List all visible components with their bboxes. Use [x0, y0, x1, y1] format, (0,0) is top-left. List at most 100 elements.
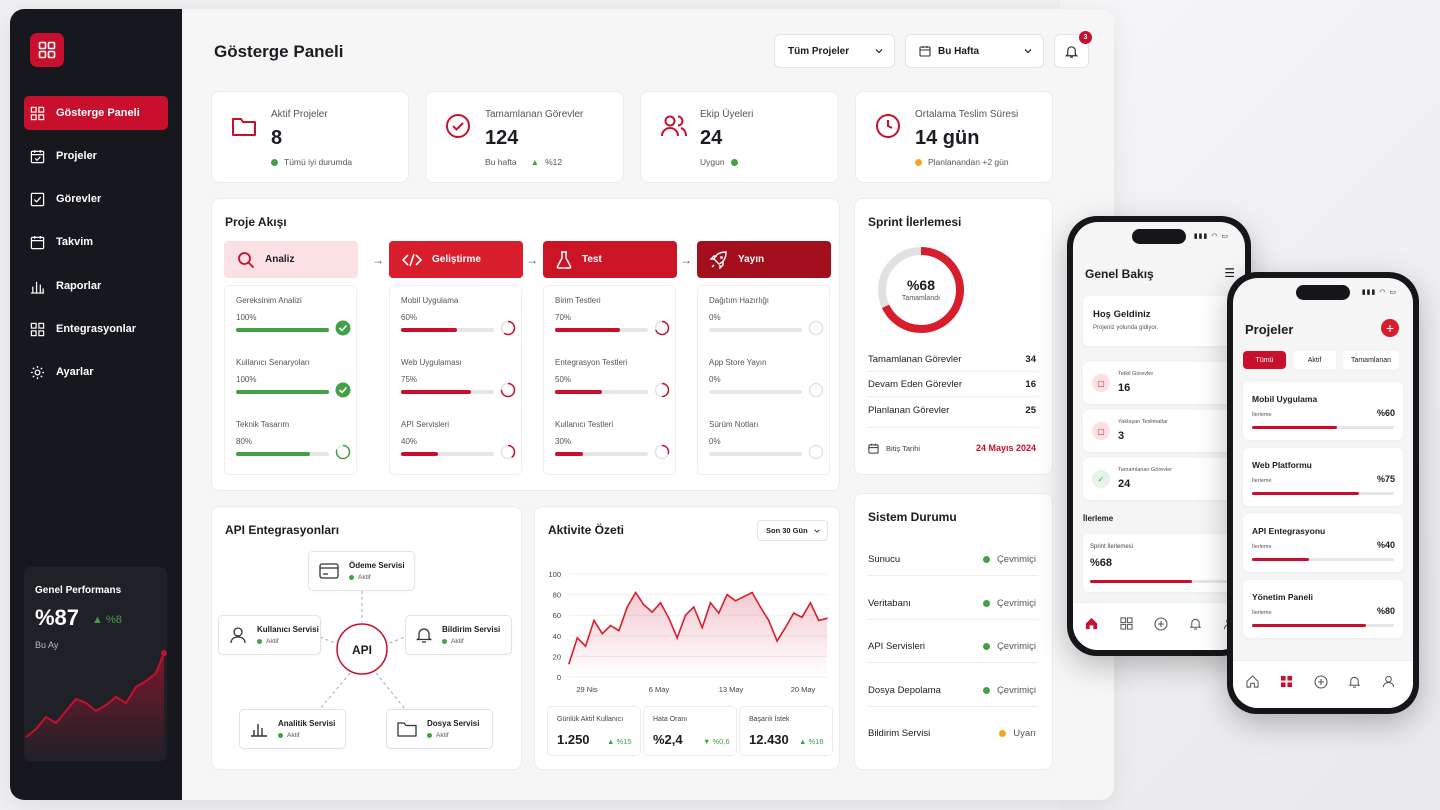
task-name: Gereksinim Analizi: [236, 296, 302, 305]
tab-active[interactable]: Aktif: [1293, 351, 1336, 369]
project-progress-label: İlerleme: [1252, 478, 1272, 484]
task-progress-bar: [709, 452, 802, 456]
activity-card: Aktivite Özeti Son 30 Gün 100 80 60 40 20 0 29…: [534, 506, 840, 770]
project-card[interactable]: API Entegrasyonu İlerleme %40: [1243, 514, 1403, 572]
project-percent: %40: [1376, 540, 1395, 550]
sprint-percent: %68: [906, 277, 936, 293]
sidebar-item-tasks[interactable]: Görevler: [24, 182, 168, 216]
bell-icon[interactable]: [1189, 617, 1202, 630]
task-percent: 30%: [555, 437, 572, 446]
task-item[interactable]: Entegrasyon Testleri 50%: [555, 358, 670, 398]
stage-analysis[interactable]: Analiz: [224, 241, 358, 278]
bar-chart-icon: [30, 281, 45, 294]
tab-completed[interactable]: Tamamlanan: [1343, 351, 1399, 369]
add-circle-icon[interactable]: [1154, 617, 1168, 631]
service-status: Çevrimiçi: [982, 641, 1036, 652]
phone-bottom-nav: [1073, 602, 1245, 650]
task-item[interactable]: API Servisleri 40%: [401, 420, 516, 460]
service-name: Bildirim Servisi: [868, 728, 931, 739]
period-filter-dropdown[interactable]: Bu Hafta: [905, 34, 1044, 68]
project-card[interactable]: Mobil Uygulama İlerleme %60: [1243, 382, 1403, 440]
check-icon: ✓: [1092, 470, 1110, 488]
data-point: [701, 626, 703, 629]
data-point: [767, 619, 770, 622]
task-item[interactable]: Sürüm Notları 0%: [709, 420, 824, 460]
grid-icon[interactable]: [1120, 617, 1133, 630]
menu-icon[interactable]: ☰: [1224, 266, 1235, 280]
phone-stat-card[interactable]: ▢ Yaklaşan Teslimatlar 3: [1083, 410, 1245, 452]
stage-development[interactable]: Geliştirme: [389, 241, 523, 278]
arrow-icon: →: [372, 253, 384, 267]
bell-icon[interactable]: [1348, 675, 1361, 688]
phone-stat-card[interactable]: ▢ Tetkil Görevler 16: [1083, 362, 1245, 404]
sidebar-item-settings[interactable]: Ayarlar: [24, 355, 168, 389]
project-card[interactable]: Web Platformu İlerleme %75: [1243, 448, 1403, 506]
sidebar-item-projects[interactable]: Projeler: [24, 139, 168, 173]
user-icon[interactable]: [1382, 675, 1395, 688]
api-node-file[interactable]: Dosya Servisi Aktif: [386, 709, 493, 749]
task-item[interactable]: Dağıtım Hazırlığı 0%: [709, 296, 824, 336]
calendar-check-icon: [30, 149, 45, 163]
sidebar-item-dashboard[interactable]: Gösterge Paneli: [24, 96, 168, 130]
x-tick-label: 29 Nis: [576, 685, 598, 694]
stage-release[interactable]: Yayın: [697, 241, 831, 278]
add-circle-icon[interactable]: [1314, 675, 1328, 689]
phone-overview-screen: ▮▮▮ ◠ ▭ Genel Bakış ☰ Hoş Geldiniz Proje…: [1073, 222, 1245, 650]
phone-stat-card[interactable]: ✓ Tamamlanan Görevler 24: [1083, 458, 1245, 500]
home-icon[interactable]: [1085, 617, 1098, 630]
grid-icon[interactable]: [1280, 675, 1293, 688]
data-point: [659, 602, 662, 604]
task-item[interactable]: Birim Testleri 70%: [555, 296, 670, 336]
stage-test[interactable]: Test: [543, 241, 677, 278]
api-node-notification[interactable]: Bildirim Servisi Aktif: [405, 615, 512, 655]
project-card[interactable]: Yönetim Paneli İlerleme %80: [1243, 580, 1403, 638]
notifications-button[interactable]: 3: [1054, 31, 1092, 68]
activity-metric-card: Günlük Aktif Kullanıcı 1.250 ▲ %15: [547, 706, 641, 756]
phone-projects: ▮▮▮ ◠ ▭ Projeler + Tümü Aktif Tamamlanan…: [1227, 272, 1419, 714]
task-item[interactable]: Kullanıcı Senaryoları 100%: [236, 358, 351, 398]
sidebar-item-integrations[interactable]: Entegrasyonlar: [24, 312, 168, 346]
project-name: Mobil Uygulama: [1252, 394, 1318, 404]
task-item[interactable]: Mobil Uygulama 60%: [401, 296, 516, 336]
chevron-down-icon: [814, 529, 820, 533]
project-filter-dropdown[interactable]: Tüm Projeler: [774, 34, 895, 68]
task-item[interactable]: Gereksinim Analizi 100%: [236, 296, 351, 336]
task-progress-bar: [236, 328, 329, 332]
code-icon: [402, 253, 422, 266]
sidebar-item-calendar[interactable]: Takvim: [24, 225, 168, 259]
task-item[interactable]: App Store Yayın 0%: [709, 358, 824, 398]
data-point: [693, 606, 695, 608]
y-tick-label: 40: [553, 632, 561, 641]
task-item[interactable]: Web Uygulaması 75%: [401, 358, 516, 398]
service-status: Çevrimiçi: [982, 685, 1036, 696]
section-title: Sprint İlerlemesi: [868, 215, 962, 229]
add-project-button[interactable]: +: [1381, 319, 1399, 337]
project-flow-card: Proje Akışı Analiz → Geliştirme → Test →…: [211, 198, 840, 491]
progress-ring-icon: [808, 382, 824, 398]
task-item[interactable]: Teknik Tasarım 80%: [236, 420, 351, 460]
api-node-payment[interactable]: Ödeme Servisi Aktif: [308, 551, 415, 591]
api-node-analytics[interactable]: Analitik Servisi Aktif: [239, 709, 346, 749]
api-node-user[interactable]: Kullanıcı Servisi Aktif: [218, 615, 321, 655]
home-icon[interactable]: [1246, 675, 1259, 688]
phone-bottom-nav: [1233, 660, 1413, 708]
tab-all[interactable]: Tümü: [1243, 351, 1286, 369]
period-filter-label: Bu Hafta: [938, 45, 980, 57]
progress-ring-icon: [808, 444, 824, 460]
folder-icon: [397, 722, 417, 737]
performance-card: Genel Performans %87 ▲ %8 Bu Ay: [24, 567, 167, 761]
sidebar-item-reports[interactable]: Raporlar: [24, 269, 168, 303]
task-percent: 75%: [401, 375, 418, 384]
app-logo[interactable]: [30, 33, 64, 67]
y-tick-label: 100: [548, 570, 561, 579]
data-point: [826, 617, 828, 620]
activity-area: [569, 592, 827, 677]
task-item[interactable]: Kullanıcı Testleri 30%: [555, 420, 670, 460]
task-name: Dağıtım Hazırlığı: [709, 296, 770, 305]
progress-ring-icon: [654, 382, 670, 398]
task-percent: 0%: [709, 313, 721, 322]
project-progress-bar: [1252, 624, 1394, 627]
task-progress-bar: [236, 390, 329, 394]
task-name: App Store Yayın: [709, 358, 767, 367]
activity-range-dropdown[interactable]: Son 30 Gün: [757, 520, 828, 541]
